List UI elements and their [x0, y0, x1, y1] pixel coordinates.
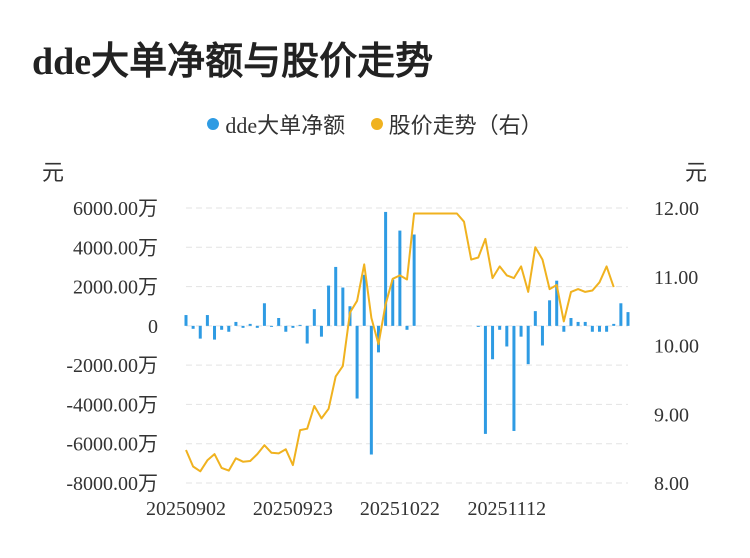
dde-bar — [305, 325, 309, 344]
dde-bar — [597, 325, 601, 332]
legend-item-dde[interactable]: dde大单净额 — [207, 108, 345, 140]
dde-bar — [262, 303, 266, 326]
left-axis-unit: 元 — [42, 160, 65, 185]
dde-bar — [576, 321, 580, 326]
dde-bar — [533, 311, 537, 326]
dde-bar — [519, 325, 523, 337]
right-axis-unit: 元 — [685, 160, 708, 185]
dde-bar — [605, 325, 609, 332]
dde-bar — [562, 325, 566, 332]
dde-bar — [512, 325, 516, 431]
legend-label-dde: dde大单净额 — [225, 113, 346, 138]
y-left-tick-label: -2000.00万 — [66, 355, 158, 377]
y-right-tick-label: 8.00 — [654, 473, 689, 495]
dde-bar — [277, 318, 281, 326]
dde-bar — [184, 315, 188, 326]
y-right-tick-label: 10.00 — [654, 336, 699, 358]
dde-bar — [412, 234, 416, 326]
dde-bar — [555, 280, 559, 326]
dde-bar — [391, 279, 395, 326]
y-right-tick-label: 12.00 — [654, 198, 699, 220]
dde-bar — [227, 325, 231, 332]
dde-bar — [526, 325, 530, 365]
y-left-tick-label: -6000.00万 — [66, 434, 158, 456]
dde-bar — [341, 287, 345, 326]
dde-bar — [248, 323, 252, 326]
legend-dot-dde — [207, 118, 220, 130]
dde-bar — [583, 321, 587, 326]
legend-label-price: 股价走势（右） — [388, 113, 543, 138]
price-line — [185, 212, 615, 473]
dde-bar — [327, 285, 331, 326]
dde-bar — [312, 309, 316, 326]
y-left-tick-label: -8000.00万 — [66, 473, 158, 495]
y-right-tick-label: 11.00 — [654, 267, 698, 289]
dde-bar — [291, 325, 295, 328]
dde-bar — [319, 325, 323, 337]
dde-bar — [626, 312, 630, 326]
y-left-tick-label: 6000.00万 — [73, 198, 158, 220]
y-left-tick-label: -4000.00万 — [66, 394, 158, 416]
dde-bar — [476, 325, 480, 327]
y-right-tick-label: 9.00 — [654, 404, 689, 426]
legend: dde大单净额 股价走势（右） — [0, 108, 750, 140]
legend-item-price[interactable]: 股价走势（右） — [370, 108, 543, 140]
chart-title: dde大单净额与股价走势 — [32, 41, 434, 83]
y-left-tick-label: 4000.00万 — [73, 237, 158, 259]
dde-bar — [334, 266, 338, 326]
y-left-tick-label: 0 — [148, 316, 158, 338]
dde-bar — [483, 325, 487, 434]
dde-bar — [298, 324, 302, 326]
x-tick-label: 20251022 — [360, 498, 440, 520]
x-tick-label: 20251112 — [468, 498, 547, 520]
dde-bar — [548, 300, 552, 326]
dde-bar — [191, 325, 195, 329]
dde-bar — [505, 325, 509, 347]
dde-bar — [198, 325, 202, 339]
x-tick-label: 20250902 — [146, 498, 226, 520]
dde-bar — [205, 315, 209, 326]
dde-bar — [498, 325, 502, 330]
dde-bar — [362, 274, 366, 326]
dde-bar — [398, 230, 402, 326]
dde-bar — [612, 323, 616, 326]
dde-bar — [234, 321, 238, 326]
dde-bar — [619, 303, 623, 326]
dde-bar — [220, 325, 224, 330]
dde-bar — [405, 325, 409, 330]
y-left-tick-label: 2000.00万 — [73, 277, 158, 299]
dde-bar — [569, 318, 573, 326]
dde-bar — [284, 325, 288, 332]
x-tick-label: 20250923 — [253, 498, 333, 520]
dde-bar — [355, 325, 359, 399]
dde-bar — [255, 325, 259, 328]
dde-bar — [540, 325, 544, 346]
dde-bar — [270, 325, 274, 327]
legend-dot-price — [370, 118, 383, 130]
dde-bar — [384, 211, 388, 326]
dde-bar — [590, 325, 594, 332]
dde-bar — [213, 325, 217, 340]
dde-bar — [241, 325, 245, 328]
dde-bar — [491, 325, 495, 360]
dde-bar — [369, 325, 373, 455]
